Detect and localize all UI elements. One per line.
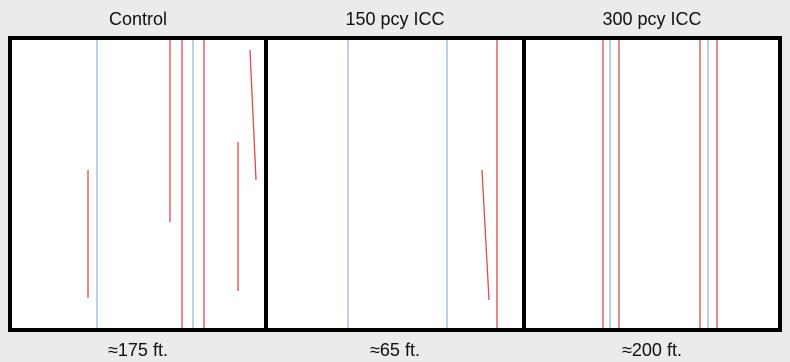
panel-border — [8, 36, 782, 332]
crack — [249, 49, 257, 181]
300-pcy-panel-lines — [602, 38, 718, 330]
panel-label: ≈65 ft. — [370, 340, 420, 360]
panel-title: Control — [109, 9, 167, 29]
crack — [481, 169, 490, 301]
panel-title: 150 pcy ICC — [345, 9, 444, 29]
panel-title: 300 pcy ICC — [602, 9, 701, 29]
panel-area — [10, 38, 780, 330]
control-panel-lines — [87, 38, 257, 330]
150-pcy-panel-lines — [347, 38, 498, 330]
panel-label: ≈175 ft. — [108, 340, 168, 360]
panel-label: ≈200 ft. — [622, 340, 682, 360]
